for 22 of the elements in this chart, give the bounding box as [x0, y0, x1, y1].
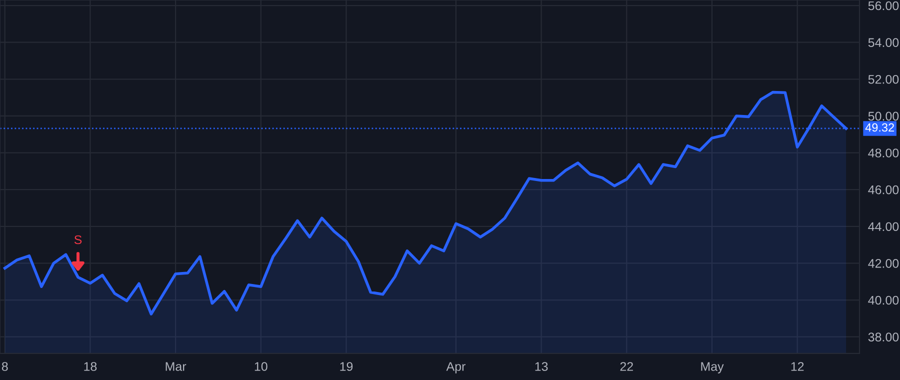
x-tick-label: 12 [791, 362, 804, 371]
x-tick-label: Apr [446, 362, 466, 374]
x-tick-label: 10 [254, 362, 268, 371]
ref-line-label: 49.32 [865, 123, 894, 132]
y-tick-label: 48.00 [868, 148, 899, 158]
x-tick-label: 8 [2, 362, 8, 371]
y-tick-label: 46.00 [868, 185, 899, 194]
y-tick-label: 56.00 [868, 1, 899, 10]
x-tick-label: 19 [340, 362, 353, 371]
x-tick-label: 22 [620, 362, 633, 371]
y-tick-label: 54.00 [868, 38, 899, 47]
x-tick-label: Mar [166, 362, 186, 371]
y-tick-label: 50.00 [868, 112, 899, 121]
y-tick-label: 44.00 [868, 222, 899, 232]
x-tick-label: May [701, 362, 724, 374]
y-tick-label: 40.00 [868, 296, 899, 305]
x-tick-label: 13 [535, 362, 548, 371]
x-tick-label: 18 [84, 362, 97, 371]
y-tick-label: 52.00 [868, 74, 899, 84]
y-tick-label: 38.00 [868, 332, 899, 342]
annotation: S [74, 235, 82, 244]
y-tick-label: 42.00 [868, 259, 899, 268]
